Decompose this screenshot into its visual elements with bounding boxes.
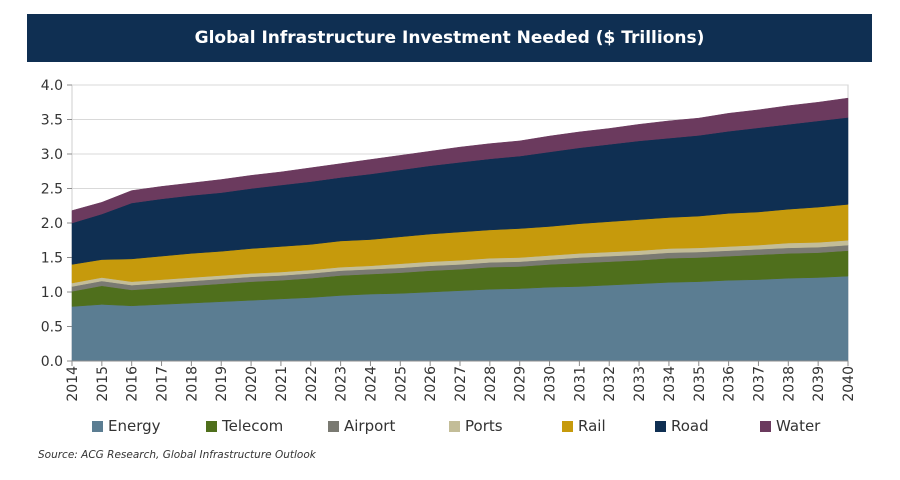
area-series-water <box>71 97 849 224</box>
x-tick-label: 2038 <box>781 366 797 402</box>
y-tick-label: 2.0 <box>41 216 63 232</box>
y-tick-label: 2.5 <box>41 182 63 198</box>
y-tick-label: 4.0 <box>41 78 63 94</box>
legend-label: Telecom <box>222 417 284 435</box>
chart-legend: Energy Telecom Airport Ports Rail Road Water <box>92 414 872 438</box>
x-tick-label: 2034 <box>662 366 678 402</box>
x-tick-label: 2033 <box>632 366 648 402</box>
y-tick-label: 0.5 <box>41 320 63 336</box>
legend-item-water: Water <box>760 414 820 438</box>
x-tick-label: 2016 <box>125 366 141 402</box>
legend-swatch <box>655 420 666 432</box>
legend-item-energy: Energy <box>92 414 161 438</box>
x-tick-label: 2031 <box>572 366 588 402</box>
x-tick-label: 2032 <box>602 366 618 402</box>
legend-item-telecom: Telecom <box>206 414 283 438</box>
x-tick-label: 2022 <box>304 366 320 402</box>
legend-swatch <box>92 420 103 432</box>
chart-title-banner: Global Infrastructure Investment Needed … <box>27 14 872 62</box>
x-tick-label: 2019 <box>214 366 230 402</box>
x-tick-label: 2028 <box>483 366 499 402</box>
legend-label: Rail <box>578 417 606 435</box>
y-tick-label: 1.5 <box>41 251 63 267</box>
source-note: Source: ACG Research, Global Infrastruct… <box>38 449 316 461</box>
legend-label: Airport <box>344 417 396 435</box>
x-tick-label: 2024 <box>363 366 379 402</box>
x-tick-label: 2025 <box>393 366 409 402</box>
legend-item-rail: Rail <box>562 414 606 438</box>
x-tick-label: 2026 <box>423 366 439 402</box>
x-tick-label: 2027 <box>453 366 469 402</box>
x-tick-label: 2039 <box>811 366 827 402</box>
legend-label: Energy <box>108 417 161 435</box>
y-tick-label: 3.0 <box>41 147 63 163</box>
legend-swatch <box>760 420 771 432</box>
chart-title: Global Infrastructure Investment Needed … <box>194 28 705 48</box>
legend-item-airport: Airport <box>328 414 395 438</box>
legend-swatch <box>562 420 573 432</box>
x-tick-label: 2015 <box>95 366 111 402</box>
x-tick-label: 2030 <box>543 366 559 402</box>
x-tick-label: 2014 <box>65 366 81 402</box>
legend-label: Water <box>776 417 821 435</box>
legend-swatch <box>206 420 217 432</box>
x-tick-label: 2020 <box>244 366 260 402</box>
x-tick-label: 2035 <box>692 366 708 402</box>
x-tick-label: 2021 <box>274 366 290 402</box>
x-tick-label: 2037 <box>751 366 767 402</box>
legend-label: Road <box>671 417 709 435</box>
x-tick-label: 2029 <box>513 366 529 402</box>
x-tick-label: 2018 <box>184 366 200 402</box>
legend-swatch <box>328 420 339 432</box>
y-tick-label: 3.5 <box>41 113 63 129</box>
y-tick-label: 1.0 <box>41 285 63 301</box>
y-tick-label: 0.0 <box>41 354 63 370</box>
legend-item-road: Road <box>655 414 709 438</box>
x-tick-label: 2023 <box>334 366 350 402</box>
legend-item-ports: Ports <box>449 414 503 438</box>
x-tick-label: 2017 <box>155 366 171 402</box>
legend-swatch <box>449 420 460 432</box>
x-tick-label: 2040 <box>841 366 857 402</box>
legend-label: Ports <box>465 417 503 435</box>
x-tick-label: 2036 <box>722 366 738 402</box>
